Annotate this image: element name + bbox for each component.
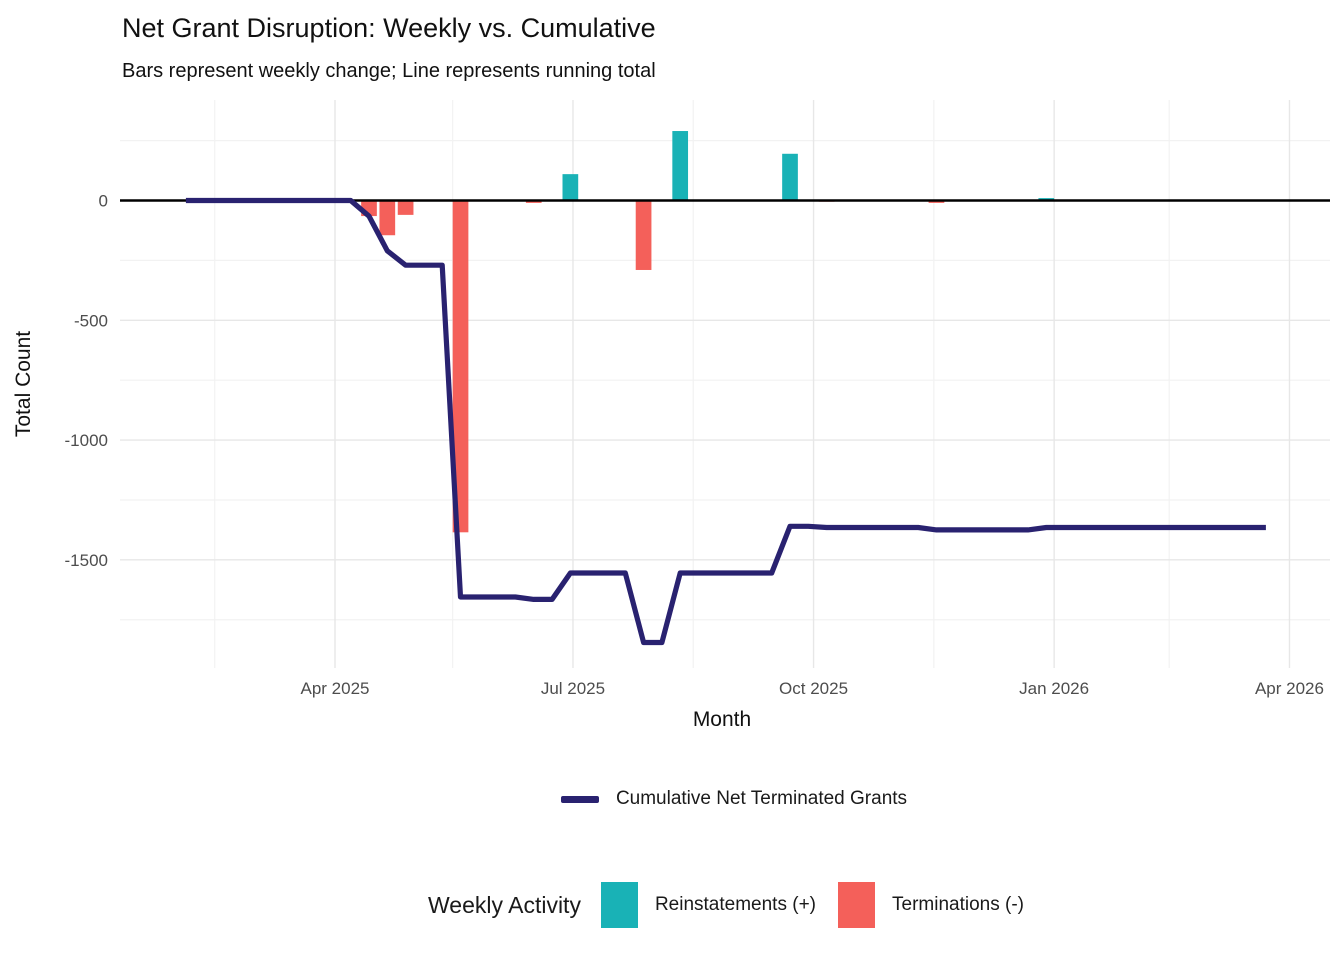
y-tick-label: -500 [74, 311, 108, 330]
bar-termination [397, 200, 414, 215]
bar-termination [452, 200, 469, 533]
x-tick-label: Apr 2026 [1255, 679, 1324, 698]
y-tick-label: -1000 [65, 431, 108, 450]
chart-subtitle: Bars represent weekly change; Line repre… [122, 60, 656, 82]
line-legend-key [560, 795, 599, 803]
weekly-activity-legend-title: Weekly Activity [428, 891, 581, 918]
x-tick-label: Jul 2025 [541, 679, 605, 698]
x-tick-label: Apr 2025 [301, 679, 370, 698]
line-legend-label: Cumulative Net Terminated Grants [615, 788, 908, 809]
x-tick-label: Oct 2025 [779, 679, 848, 698]
line-legend: Cumulative Net Terminated Grants [62, 788, 1344, 810]
reinstatements-swatch [600, 882, 638, 928]
y-axis-title: Total Count [12, 330, 35, 438]
x-axis-title: Month [692, 708, 752, 731]
bar-reinstatement [782, 153, 798, 201]
bar-termination [635, 200, 652, 270]
terminations-swatch [838, 882, 875, 928]
bar-termination [379, 200, 396, 236]
y-tick-label: 0 [99, 192, 108, 211]
bar-reinstatement [562, 174, 579, 201]
cumulative-line [185, 197, 1266, 646]
weekly-activity-legend: Weekly Activity Reinstatements (+) Termi… [54, 882, 1344, 928]
y-tick-label: -1500 [65, 551, 108, 570]
chart-title: Net Grant Disruption: Weekly vs. Cumulat… [122, 13, 656, 43]
reinstatements-label: Reinstatements (+) [654, 894, 816, 915]
terminations-label: Terminations (-) [892, 894, 1024, 915]
bar-reinstatement [672, 131, 689, 201]
x-tick-label: Jan 2026 [1019, 679, 1089, 698]
